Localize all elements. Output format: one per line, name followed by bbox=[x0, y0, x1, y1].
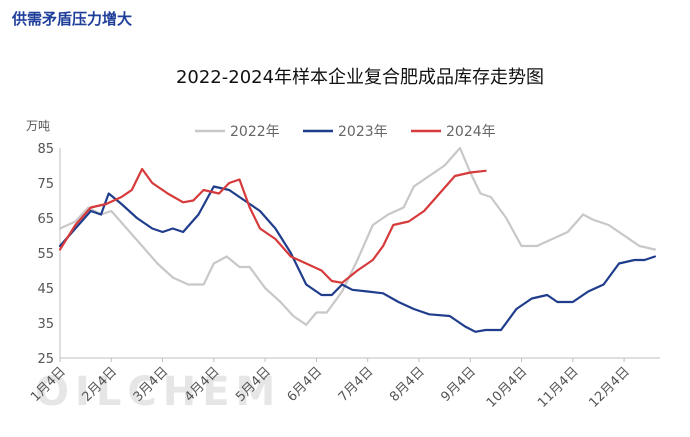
x-tick-label: 7月4日 bbox=[336, 364, 377, 405]
x-tick-label: 12月4日 bbox=[586, 364, 633, 411]
x-tick-label: 11月4日 bbox=[535, 364, 582, 411]
series-line-2 bbox=[58, 167, 487, 284]
series-line-0 bbox=[58, 146, 656, 326]
legend-label-2: 2024年 bbox=[446, 124, 496, 140]
watermark-text: OILCHEM bbox=[35, 369, 281, 415]
x-tick-label: 10月4日 bbox=[484, 364, 531, 411]
series-line-1 bbox=[58, 185, 656, 333]
x-tick-label: 9月4日 bbox=[438, 364, 479, 405]
y-tick-label: 25 bbox=[37, 352, 54, 367]
y-tick-label: 75 bbox=[37, 177, 54, 192]
y-tick-label: 45 bbox=[37, 282, 54, 297]
legend-label-0: 2022年 bbox=[230, 124, 280, 140]
chart-title: 2022-2024年样本企业复合肥成品库存走势图 bbox=[176, 67, 544, 88]
legend-label-1: 2023年 bbox=[338, 124, 388, 140]
y-tick-label: 35 bbox=[37, 317, 54, 332]
y-tick-label: 65 bbox=[37, 212, 54, 227]
x-tick-label: 6月4日 bbox=[285, 364, 326, 405]
series-layer bbox=[58, 146, 656, 333]
page-header: 供需矛盾压力增大 bbox=[12, 10, 133, 28]
y-tick-label: 55 bbox=[37, 247, 54, 262]
legend: 2022年 2023年 2024年 bbox=[195, 124, 496, 140]
x-tick-label: 8月4日 bbox=[387, 364, 428, 405]
y-tick-label: 85 bbox=[37, 142, 54, 157]
y-axis-label: 万吨 bbox=[26, 119, 50, 133]
